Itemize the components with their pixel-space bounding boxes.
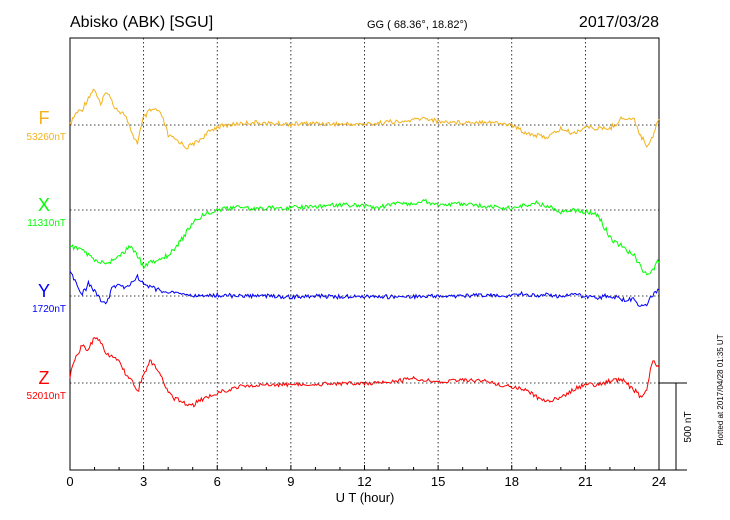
- series-line-f: [69, 88, 660, 150]
- series-baseline-z: 52010nT: [27, 391, 66, 402]
- chart-title: Abisko (ABK) [SGU]: [70, 14, 213, 31]
- series-name-z: Z: [39, 368, 50, 388]
- grid: [70, 38, 659, 470]
- series-line-x: [69, 198, 660, 276]
- plotted-timestamp: Plotted at 2017/04/28 01:35 UT: [716, 334, 725, 445]
- x-tick-label: 3: [140, 474, 147, 489]
- series-line-y: [69, 270, 660, 307]
- scale-bar-label: 500 nT: [683, 411, 694, 442]
- series-labels: F 53260nT X 11310nT Y 1720nT Z 52010nT: [27, 108, 66, 402]
- chart-date: 2017/03/28: [579, 14, 659, 31]
- x-axis-title: U T (hour): [336, 490, 395, 505]
- x-tick-label: 24: [652, 474, 666, 489]
- series-baseline-x: 11310nT: [27, 218, 66, 229]
- scale-bar: 500 nT: [659, 382, 694, 471]
- station-coordinates: GG ( 68.36°, 18.82°): [367, 19, 468, 31]
- x-tick-label: 9: [287, 474, 294, 489]
- x-tick-label: 6: [214, 474, 221, 489]
- series-line-z: [69, 337, 660, 408]
- series-layer: [69, 88, 660, 408]
- x-axis: 0 3 6 9 12 15 18 21 24: [66, 465, 666, 489]
- series-baseline-y: 1720nT: [32, 304, 66, 315]
- series-name-y: Y: [38, 281, 50, 301]
- x-tick-label: 12: [357, 474, 371, 489]
- x-tick-label: 18: [505, 474, 519, 489]
- series-baseline-f: 53260nT: [27, 132, 66, 143]
- series-name-x: X: [38, 195, 50, 215]
- x-tick-label: 15: [431, 474, 445, 489]
- x-tick-label: 0: [66, 474, 73, 489]
- x-tick-label: 21: [578, 474, 592, 489]
- series-name-f: F: [39, 108, 50, 128]
